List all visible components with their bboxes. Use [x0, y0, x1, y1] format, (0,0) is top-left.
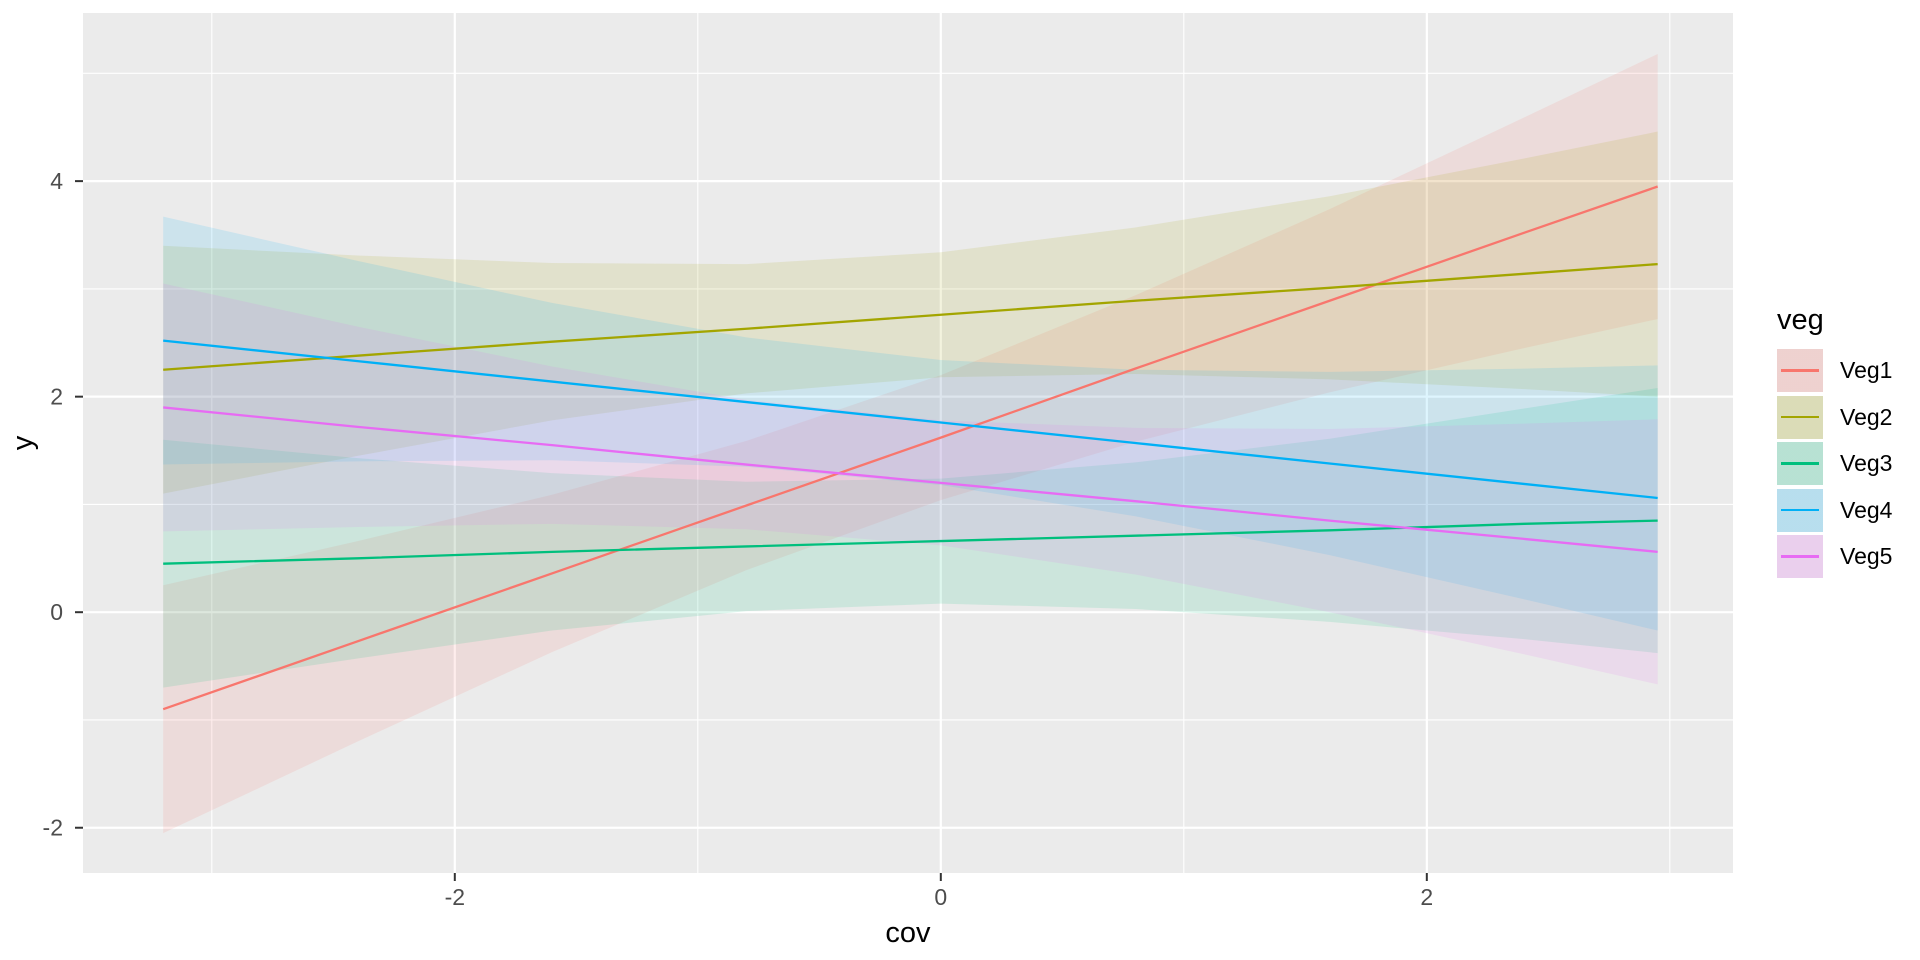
y-tick-label: 4 [50, 168, 63, 194]
legend-entry-veg4: Veg4 [1777, 488, 1893, 532]
legend-key-swatch [1777, 488, 1823, 532]
x-tick-label: -2 [445, 884, 465, 910]
legend-key-line-icon [1781, 462, 1819, 465]
legend-entries: Veg1 Veg2 Veg3 Veg4 Veg5 [1777, 349, 1892, 578]
legend-key-swatch [1777, 442, 1823, 485]
legend-entry-label: Veg4 [1840, 496, 1893, 523]
legend-entry-veg3: Veg3 [1777, 442, 1892, 485]
legend-title: veg [1777, 304, 1824, 336]
x-axis-title: cov [885, 917, 931, 949]
legend-entry-veg1: Veg1 [1777, 349, 1892, 392]
legend-entry-veg2: Veg2 [1777, 395, 1893, 439]
legend-key-swatch [1777, 535, 1823, 578]
x-tick-label: 0 [934, 884, 947, 910]
legend-entry-label: Veg2 [1840, 403, 1893, 430]
legend: veg Veg1 Veg2 Veg3 Veg4 Veg5 [1777, 306, 1892, 582]
x-tick-label: 2 [1420, 884, 1433, 910]
legend-key-line-icon [1781, 555, 1819, 558]
legend-key-line-icon [1781, 369, 1819, 372]
legend-key-line-icon [1781, 508, 1819, 512]
legend-key-swatch [1777, 395, 1823, 439]
y-axis-title: y [7, 435, 39, 450]
legend-entry-label: Veg1 [1840, 357, 1893, 383]
legend-entry-veg5: Veg5 [1777, 535, 1892, 578]
y-tick-label: -2 [43, 815, 63, 841]
legend-key-swatch [1777, 349, 1823, 392]
y-tick-label: 0 [50, 599, 63, 625]
y-tick-label: 2 [50, 384, 63, 410]
legend-key-line-icon [1781, 415, 1819, 419]
legend-entry-label: Veg5 [1840, 543, 1893, 569]
legend-entry-label: Veg3 [1840, 450, 1893, 476]
